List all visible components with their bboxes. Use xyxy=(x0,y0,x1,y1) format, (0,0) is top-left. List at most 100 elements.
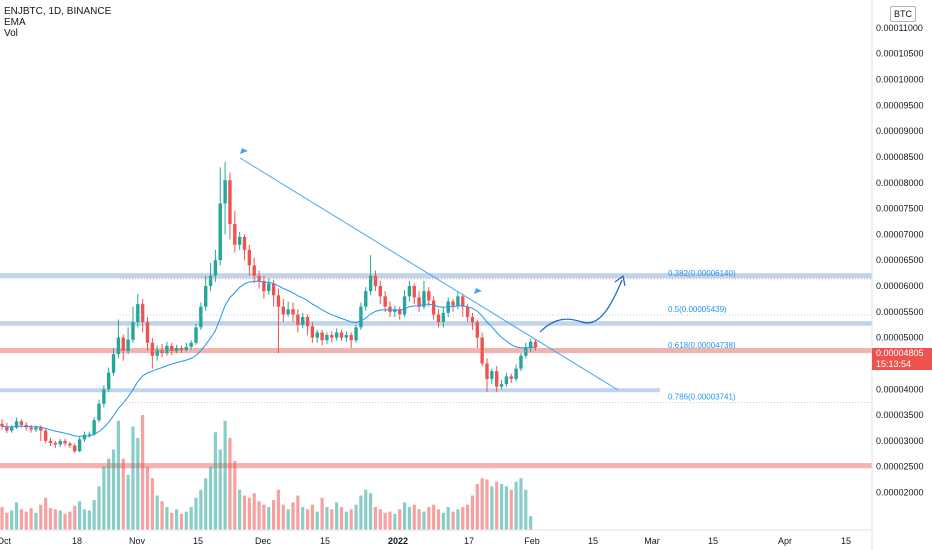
candle-body xyxy=(378,286,382,297)
volume-bar xyxy=(320,497,324,530)
volume-bar xyxy=(92,500,96,530)
candle-body xyxy=(257,275,261,281)
candle-body xyxy=(422,291,426,307)
candle-body xyxy=(34,427,38,430)
flag-icon xyxy=(474,288,482,294)
volume-layer xyxy=(0,415,533,530)
y-tick-label: 0.00002000 xyxy=(876,488,924,498)
volume-bar xyxy=(68,511,72,530)
candle-body xyxy=(271,283,276,296)
candle-body xyxy=(29,427,33,430)
x-tick-label: Apr xyxy=(778,536,792,546)
candle-body xyxy=(189,342,193,347)
volume-bar xyxy=(436,509,441,530)
volume-bar xyxy=(82,509,87,530)
volume-bar xyxy=(116,420,120,530)
volume-bar xyxy=(34,512,38,530)
volume-bar xyxy=(29,508,33,530)
x-tick-label: Oct xyxy=(0,536,11,546)
volume-bar xyxy=(199,489,203,530)
candle-body xyxy=(126,339,130,352)
y-tick-label: 0.00011000 xyxy=(876,23,923,33)
candle-body xyxy=(509,376,513,379)
volume-bar xyxy=(354,504,358,530)
candle-body xyxy=(174,347,179,352)
volume-bar xyxy=(422,511,426,530)
blue-zone xyxy=(0,321,872,326)
candle-body xyxy=(427,291,431,301)
volume-bar xyxy=(373,507,378,530)
candle-body xyxy=(320,332,324,341)
volume-bar xyxy=(155,495,159,530)
candle-body xyxy=(48,440,53,443)
y-tick-label: 0.00005500 xyxy=(876,307,924,317)
candle-body xyxy=(179,347,184,351)
candle-body xyxy=(465,306,470,317)
y-tick-label: 0.00010000 xyxy=(876,75,924,85)
y-tick-label: 0.00007000 xyxy=(876,229,924,239)
candle-body xyxy=(514,368,518,379)
candle-body xyxy=(199,306,203,328)
candle-body xyxy=(194,327,198,343)
volume-bar xyxy=(398,509,402,530)
volume-bar xyxy=(286,509,290,530)
candle-body xyxy=(276,295,281,307)
volume-bar xyxy=(466,504,470,530)
candle-body xyxy=(228,180,232,225)
volume-bar xyxy=(252,493,256,530)
x-tick-label: 15 xyxy=(193,536,203,546)
candle-body xyxy=(407,286,412,297)
ema-line xyxy=(1,280,536,437)
candle-body xyxy=(204,286,208,307)
currency-badge[interactable]: BTC xyxy=(890,6,916,22)
volume-bar xyxy=(499,484,504,530)
volume-bar xyxy=(189,507,193,530)
volume-bar xyxy=(407,507,411,530)
volume-bar xyxy=(44,497,48,530)
volume-bar xyxy=(208,466,213,530)
candle-body xyxy=(111,354,116,373)
volume-bar xyxy=(14,502,19,530)
volume-bar xyxy=(78,501,82,530)
volume-bar xyxy=(233,461,237,530)
candle-body xyxy=(359,306,363,328)
candle-body xyxy=(524,347,528,356)
volume-bar xyxy=(446,507,450,530)
volume-bar xyxy=(475,484,479,530)
candle-body xyxy=(0,423,4,427)
candle-body xyxy=(262,280,266,292)
volume-bar xyxy=(165,507,169,530)
candle-body xyxy=(296,314,300,325)
candle-body xyxy=(58,440,62,445)
candle-body xyxy=(373,275,378,287)
volume-bar xyxy=(281,504,285,530)
volume-bar xyxy=(456,509,460,530)
candle-body xyxy=(417,297,421,307)
x-tick-label: Dec xyxy=(255,536,272,546)
candle-body xyxy=(281,306,285,315)
candle-body xyxy=(383,296,387,307)
volume-bar xyxy=(364,489,368,530)
volume-bar xyxy=(480,478,484,530)
volume-bar xyxy=(272,500,276,530)
candle-body xyxy=(519,355,523,369)
volume-bar xyxy=(349,509,353,530)
volume-bar xyxy=(504,486,508,530)
candle-body xyxy=(160,350,164,354)
drawing-layer: 0.382(0.00006140) 0.5(0.00005439) 0.618(0.… xyxy=(120,148,872,404)
volume-bar xyxy=(141,415,145,530)
candle-body xyxy=(267,283,271,292)
candle-body xyxy=(499,384,504,387)
candle-body xyxy=(213,260,218,276)
y-tick-label: 0.00006500 xyxy=(876,255,924,265)
candle-body xyxy=(107,372,111,390)
volume-bar xyxy=(170,512,174,530)
volume-bar xyxy=(97,486,101,530)
candle-body xyxy=(136,304,140,323)
candle-body xyxy=(286,309,290,315)
blue-zone xyxy=(0,273,872,279)
volume-bar xyxy=(325,507,329,530)
volume-bar xyxy=(111,449,116,530)
candle-body xyxy=(436,314,441,323)
